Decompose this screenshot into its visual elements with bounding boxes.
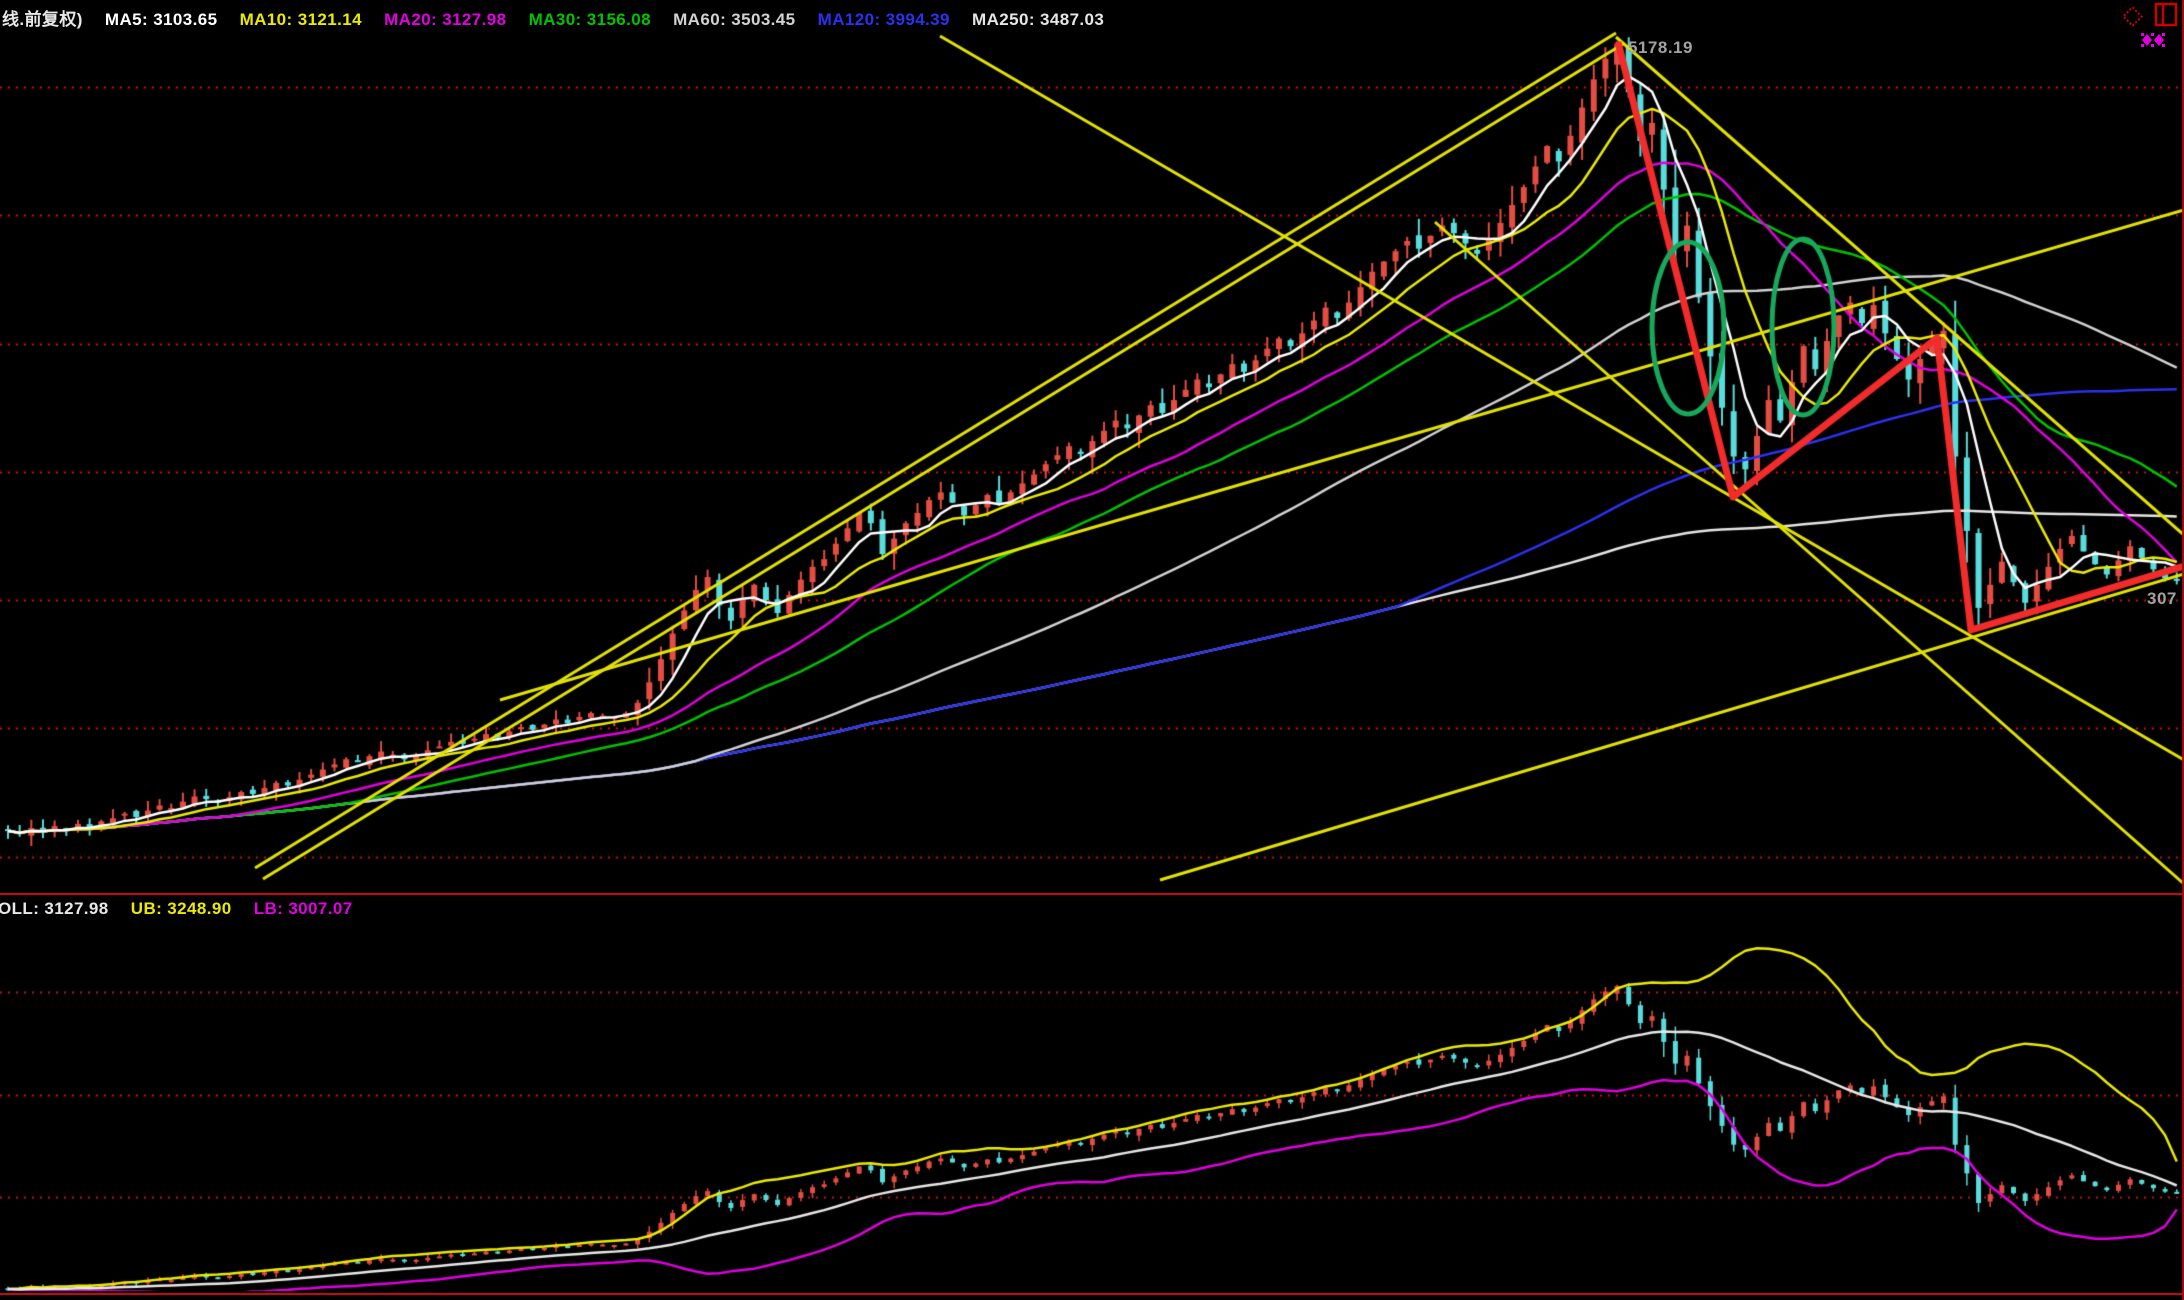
peak-price-label: 5178.19: [1628, 38, 1693, 57]
ub-value: UB: 3248.90: [130, 899, 232, 918]
diamond-icon[interactable]: [2118, 2, 2146, 30]
ma20-value: MA20: 3127.98: [384, 10, 507, 29]
ma30-value: MA30: 3156.08: [528, 10, 651, 29]
split-window-icon[interactable]: [2154, 2, 2178, 28]
ma120-value: MA120: 3994.39: [817, 10, 950, 29]
ma10-value: MA10: 3121.14: [239, 10, 362, 29]
chart-title: 线.前复权): [2, 10, 83, 29]
main-indicator-header: 线.前复权) MA5: 3103.65 MA10: 3121.14 MA20: …: [2, 5, 1121, 30]
toolbar-icons: [2118, 0, 2182, 56]
boll-value: OLL: 3127.98: [0, 899, 109, 918]
last-price-label: 307: [2147, 589, 2177, 608]
boll-indicator-header: OLL: 3127.98 UB: 3248.90 LB: 3007.07: [0, 899, 370, 919]
ma5-value: MA5: 3103.65: [104, 10, 218, 29]
ma60-value: MA60: 3503.45: [673, 10, 796, 29]
ma250-value: MA250: 3487.03: [972, 10, 1105, 29]
lb-value: LB: 3007.07: [253, 899, 353, 918]
magenta-marker-icon[interactable]: [2140, 32, 2168, 48]
